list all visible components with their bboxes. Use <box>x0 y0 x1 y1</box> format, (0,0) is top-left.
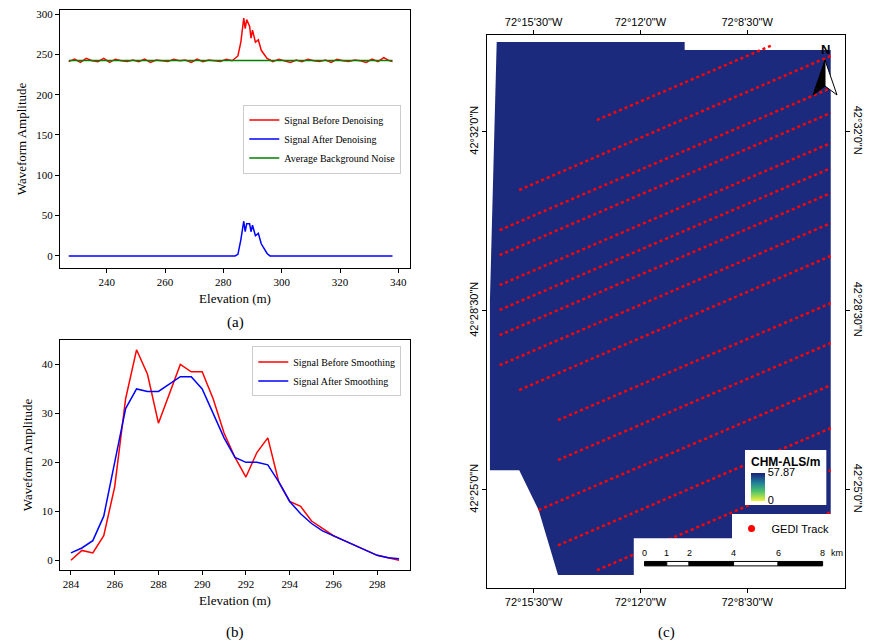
svg-text:10: 10 <box>42 505 54 517</box>
svg-text:(c): (c) <box>658 624 675 641</box>
svg-text:72°15'30"W: 72°15'30"W <box>505 16 563 28</box>
svg-text:200: 200 <box>36 89 53 101</box>
svg-text:298: 298 <box>369 578 386 590</box>
svg-text:Elevation (m): Elevation (m) <box>199 291 271 306</box>
svg-text:72°12'0"W: 72°12'0"W <box>615 596 667 608</box>
svg-text:42°25'0"N: 42°25'0"N <box>468 464 480 513</box>
svg-text:Elevation (m): Elevation (m) <box>199 593 271 608</box>
svg-text:20: 20 <box>42 456 54 468</box>
svg-text:72°12'0"W: 72°12'0"W <box>615 16 667 28</box>
svg-text:284: 284 <box>63 578 80 590</box>
svg-text:km: km <box>831 548 843 558</box>
svg-text:0: 0 <box>47 250 53 262</box>
svg-text:0: 0 <box>642 548 647 558</box>
svg-text:300: 300 <box>273 276 290 288</box>
svg-text:150: 150 <box>36 129 53 141</box>
svg-text:240: 240 <box>98 276 115 288</box>
svg-text:288: 288 <box>150 578 167 590</box>
svg-text:(a): (a) <box>227 314 244 331</box>
svg-text:Average Background Noise: Average Background Noise <box>284 153 395 164</box>
svg-text:4: 4 <box>731 548 736 558</box>
svg-text:1: 1 <box>664 548 669 558</box>
svg-text:290: 290 <box>194 578 211 590</box>
svg-text:72°8'30"W: 72°8'30"W <box>721 596 773 608</box>
svg-text:CHM-ALS/m: CHM-ALS/m <box>751 455 820 469</box>
svg-text:30: 30 <box>42 407 54 419</box>
svg-text:72°15'30"W: 72°15'30"W <box>505 596 563 608</box>
svg-text:42°32'0"N: 42°32'0"N <box>468 106 480 155</box>
svg-text:2: 2 <box>687 548 692 558</box>
svg-text:GEDI Track: GEDI Track <box>772 523 829 535</box>
svg-text:Signal Before Denoising: Signal Before Denoising <box>284 115 383 126</box>
svg-text:286: 286 <box>106 578 123 590</box>
svg-text:100: 100 <box>36 169 53 181</box>
svg-text:340: 340 <box>390 276 407 288</box>
svg-text:40: 40 <box>42 358 54 370</box>
svg-text:42°28'30"N: 42°28'30"N <box>468 282 480 337</box>
svg-text:72°8'30"W: 72°8'30"W <box>721 16 773 28</box>
svg-text:0: 0 <box>768 494 774 506</box>
svg-text:42°32'0"N: 42°32'0"N <box>852 106 864 155</box>
svg-text:Signal Before Smoothing: Signal Before Smoothing <box>293 357 395 368</box>
svg-text:Signal After Smoothing: Signal After Smoothing <box>293 376 388 387</box>
svg-text:Waveform Amplitude: Waveform Amplitude <box>20 398 35 511</box>
svg-text:294: 294 <box>281 578 298 590</box>
svg-text:260: 260 <box>157 276 174 288</box>
svg-text:6: 6 <box>776 548 781 558</box>
svg-text:57.87: 57.87 <box>768 466 796 478</box>
svg-text:0: 0 <box>47 554 53 566</box>
svg-text:296: 296 <box>325 578 342 590</box>
svg-text:Signal After Denoising: Signal After Denoising <box>284 134 376 145</box>
svg-text:50: 50 <box>42 209 54 221</box>
svg-text:280: 280 <box>215 276 232 288</box>
svg-text:8: 8 <box>820 548 825 558</box>
svg-text:N: N <box>821 42 830 57</box>
svg-text:320: 320 <box>332 276 349 288</box>
svg-text:292: 292 <box>238 578 255 590</box>
svg-text:250: 250 <box>36 48 53 60</box>
svg-text:(b): (b) <box>226 624 244 641</box>
svg-text:300: 300 <box>36 8 53 20</box>
svg-text:42°25'0"N: 42°25'0"N <box>852 464 864 513</box>
svg-text:42°28'30"N: 42°28'30"N <box>852 282 864 337</box>
svg-text:Waveform Amplitude: Waveform Amplitude <box>14 82 29 195</box>
